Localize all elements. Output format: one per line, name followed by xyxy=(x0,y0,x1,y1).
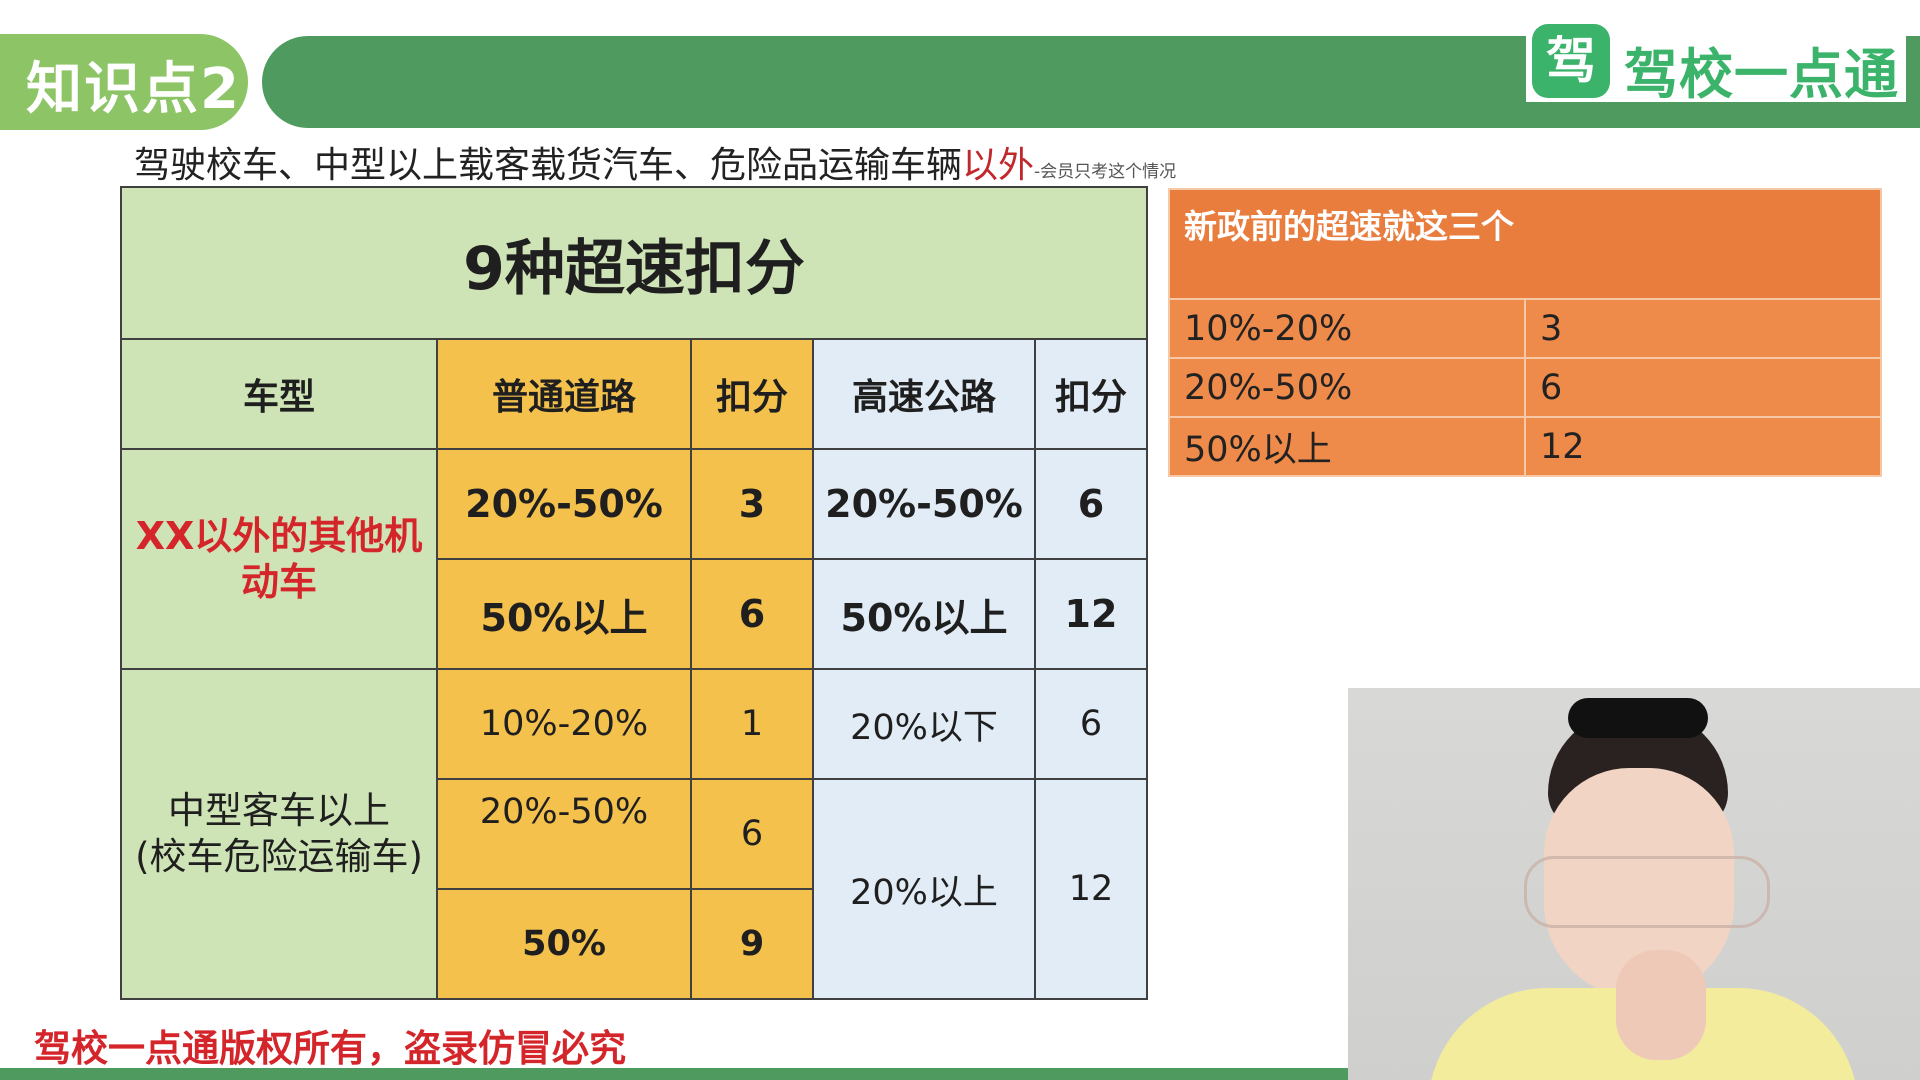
header-points: 扣分 xyxy=(690,338,814,450)
presenter-video xyxy=(1348,688,1920,1080)
table-cell: 12 xyxy=(1524,416,1882,477)
logo-icon: 驾 xyxy=(1532,24,1610,98)
table-cell: 20%-50% xyxy=(1168,357,1526,418)
subtitle-main: 驾驶校车、中型以上载客载货汽车、危险品运输车辆 xyxy=(134,145,963,186)
table-cell: 50%以上 xyxy=(1168,416,1526,477)
speeding-points-table: 9种超速扣分 车型 普通道路 扣分 高速公路 扣分 XX以外的其他机动车 20%… xyxy=(120,186,1148,1000)
table-cell: 50%以上 xyxy=(436,558,692,670)
table-cell: 6 xyxy=(690,558,814,670)
knowledge-point-label: 知识点2 xyxy=(26,57,241,122)
table-cell: 12 xyxy=(1034,778,1148,1000)
logo-text: 驾校一点通 xyxy=(1624,43,1899,106)
table-cell: 10%-20% xyxy=(436,668,692,780)
presenter-hand xyxy=(1616,950,1706,1060)
table-cell: 50%以上 xyxy=(812,558,1036,670)
table-cell: 6 xyxy=(1034,448,1148,560)
vehicle-group-medium: 中型客车以上 (校车危险运输车) xyxy=(120,668,438,1000)
subtitle: 驾驶校车、中型以上载客载货汽车、危险品运输车辆以外-会员只考这个情况 xyxy=(134,136,1176,188)
table-title: 9种超速扣分 xyxy=(120,186,1148,340)
presenter-glasses xyxy=(1524,856,1770,928)
table-cell: 1 xyxy=(690,668,814,780)
subtitle-note: -会员只考这个情况 xyxy=(1034,162,1177,182)
vehicle-group-other: XX以外的其他机动车 xyxy=(120,448,438,670)
table-cell: 20%以下 xyxy=(812,668,1036,780)
vehicle-group-medium-line2: (校车危险运输车) xyxy=(135,835,423,878)
table-cell: 9 xyxy=(690,888,814,1000)
table-cell: 6 xyxy=(690,778,814,890)
header-vehicle-type: 车型 xyxy=(120,338,438,450)
side-table-title: 新政前的超速就这三个 xyxy=(1168,188,1882,300)
table-cell: 3 xyxy=(690,448,814,560)
header-points-highway: 扣分 xyxy=(1034,338,1148,450)
vehicle-group-medium-line1: 中型客车以上 xyxy=(168,789,390,832)
table-cell: 50% xyxy=(436,888,692,1000)
knowledge-point-badge xyxy=(0,34,248,130)
table-cell: 20%-50% xyxy=(436,448,692,560)
vehicle-group-other-label: XX以外的其他机动车 xyxy=(135,514,423,604)
table-cell: 20%以上 xyxy=(812,778,1036,1000)
pre-policy-table: 新政前的超速就这三个 10%-20% 3 20%-50% 6 50%以上 12 xyxy=(1168,188,1882,477)
table-cell: 20%-50% xyxy=(436,778,692,890)
table-cell: 6 xyxy=(1524,357,1882,418)
brand-logo: 驾 驾校一点通 xyxy=(1526,20,1906,106)
presenter-headband xyxy=(1568,698,1708,738)
header-ordinary-road: 普通道路 xyxy=(436,338,692,450)
table-cell: 3 xyxy=(1524,298,1882,359)
bottom-bar xyxy=(0,1068,1348,1080)
table-cell: 6 xyxy=(1034,668,1148,780)
table-cell: 12 xyxy=(1034,558,1148,670)
header-highway: 高速公路 xyxy=(812,338,1036,450)
table-cell: 20%-50% xyxy=(812,448,1036,560)
subtitle-highlight: 以外 xyxy=(962,145,1035,186)
copyright-notice: 驾校一点通版权所有，盗录仿冒必究 xyxy=(34,1027,626,1070)
table-cell: 10%-20% xyxy=(1168,298,1526,359)
